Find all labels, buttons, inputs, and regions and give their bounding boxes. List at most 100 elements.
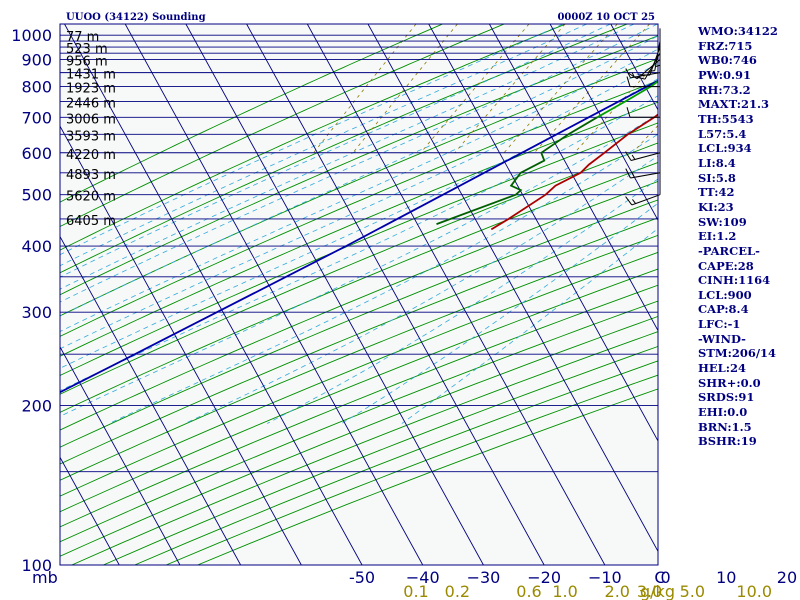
dry-adiabat-line bbox=[60, 24, 566, 251]
sounding-index-item: -WIND- bbox=[698, 331, 746, 346]
dry-adiabat-line bbox=[60, 80, 658, 337]
sounding-index-item: WB0:746 bbox=[698, 53, 757, 68]
dewpoint-trace-upper bbox=[436, 116, 598, 225]
isotherm-line bbox=[60, 345, 181, 565]
dry-adiabat-line bbox=[60, 58, 658, 317]
dry-adiabat-line bbox=[60, 268, 658, 513]
sounding-index-item: FRZ:715 bbox=[698, 38, 753, 53]
moist-adiabat-line bbox=[60, 24, 587, 267]
moist-adiabat-line bbox=[60, 24, 564, 256]
sounding-index-item: RH:73.2 bbox=[698, 82, 751, 97]
sounding-index-item: LI:8.4 bbox=[698, 155, 736, 170]
moist-adiabat-line bbox=[60, 95, 658, 392]
wind-barb bbox=[626, 107, 660, 118]
dry-adiabat-line bbox=[60, 122, 658, 377]
isotherm-line bbox=[124, 24, 424, 565]
temperature-tick-label: −40 bbox=[406, 568, 440, 587]
mixing-ratio-tick-label: 10.0 bbox=[736, 582, 772, 600]
wind-barb-flag bbox=[625, 196, 633, 206]
sounding-index-item: TH:5543 bbox=[698, 111, 754, 126]
sounding-index-item: SI:5.8 bbox=[698, 170, 736, 185]
chart-title: UUOO (34122) Sounding bbox=[66, 12, 206, 23]
sounding-index-item: CAPE:28 bbox=[698, 258, 754, 273]
height-label: 77 m bbox=[66, 30, 99, 45]
sounding-index-item: MAXT:21.3 bbox=[698, 97, 769, 112]
moist-adiabat-line bbox=[60, 62, 658, 350]
height-label: 2446 m bbox=[66, 96, 116, 111]
moist-adiabats bbox=[60, 24, 658, 424]
sounding-index-item: EHI:0.0 bbox=[698, 405, 748, 420]
dry-adiabat-line bbox=[60, 142, 658, 395]
isotherm-line bbox=[489, 24, 658, 332]
wind-barb-flag bbox=[626, 76, 631, 87]
wind-barb-staff bbox=[630, 152, 661, 162]
wind-barb bbox=[625, 168, 661, 179]
pressure-tick-label: 800 bbox=[21, 78, 52, 97]
dry-adiabat-line bbox=[60, 24, 505, 228]
dry-adiabat-line bbox=[60, 199, 658, 448]
height-label: 1923 m bbox=[66, 82, 116, 97]
mixing-ratio-tick-label: 3.0 bbox=[637, 582, 662, 600]
isotherm-line bbox=[60, 235, 242, 565]
wind-barb-half-flag bbox=[631, 72, 635, 78]
dry-adiabat-line bbox=[60, 300, 658, 543]
wind-barb-half-flag bbox=[631, 154, 636, 160]
wind-barb-flag bbox=[625, 68, 631, 79]
sounding-index-item: LCL:934 bbox=[698, 141, 752, 156]
dry-adiabat-line bbox=[60, 24, 443, 203]
isotherm-line bbox=[64, 24, 363, 565]
sounding-index-item: TT:42 bbox=[698, 185, 735, 200]
pressure-tick-label: 400 bbox=[21, 237, 52, 256]
wind-barb-flag bbox=[625, 151, 632, 161]
sounding-index-item: HEL:24 bbox=[698, 361, 746, 376]
isotherm-line bbox=[549, 24, 658, 222]
parcel-trace bbox=[60, 79, 658, 394]
sounding-index-item: SRDS:91 bbox=[698, 390, 755, 405]
dry-adiabat-line bbox=[60, 35, 658, 296]
moist-adiabat-line bbox=[60, 35, 658, 317]
sounding-index-item: CINH:1164 bbox=[698, 273, 771, 288]
sounding-index-item: STM:206/14 bbox=[698, 346, 777, 361]
isotherm-line bbox=[367, 24, 658, 553]
height-label: 4893 m bbox=[66, 168, 116, 183]
wind-barb-staff bbox=[654, 40, 661, 71]
temperature-tick-label: −30 bbox=[467, 568, 501, 587]
dry-adiabat-line bbox=[60, 180, 658, 431]
wind-barb-half-flag bbox=[649, 70, 655, 72]
moist-adiabat-line bbox=[60, 48, 658, 333]
mixing-ratio-tick-label: 0.1 bbox=[403, 582, 428, 600]
dry-adiabat-line bbox=[71, 331, 658, 565]
sounding-index-item: BRN:1.5 bbox=[698, 419, 752, 434]
height-label: 3593 m bbox=[66, 129, 116, 144]
sounding-index-item: EI:1.2 bbox=[698, 229, 737, 244]
height-label: 5620 m bbox=[66, 190, 116, 205]
height-label: 1431 m bbox=[66, 68, 116, 83]
wind-barb-staff bbox=[631, 194, 661, 206]
temperature-tick-label: -50 bbox=[349, 568, 375, 587]
sounding-index-item: LFC:-1 bbox=[698, 317, 741, 332]
isotherm-line bbox=[60, 456, 120, 565]
sounding-index-item: SHR+:0.0 bbox=[698, 375, 761, 390]
sounding-index-item: BSHR:19 bbox=[698, 434, 757, 449]
sounding-index-item: KI:23 bbox=[698, 199, 734, 214]
wind-barb-staff bbox=[630, 72, 661, 79]
temperature-tick-label: 0 bbox=[660, 568, 670, 587]
plot-frame bbox=[59, 23, 659, 566]
isotherm-line bbox=[428, 24, 658, 442]
pressure-tick-label: 200 bbox=[21, 397, 52, 416]
sounding-indices-panel: WMO:34122 FRZ:715 WB0:746 PW:0.91 RH:73.2 MAX… bbox=[698, 24, 798, 449]
sounding-index-item: WMO:34122 bbox=[698, 24, 778, 38]
plot-background bbox=[60, 24, 658, 565]
isotherm-line bbox=[60, 125, 302, 565]
pressure-tick-label: 500 bbox=[21, 186, 52, 205]
mixing-ratio-unit-label: g/kg bbox=[640, 582, 675, 600]
sounding-index-item: SW:109 bbox=[698, 214, 747, 229]
temperature-tick-label: −20 bbox=[527, 568, 561, 587]
sounding-index-item: CAP:8.4 bbox=[698, 302, 749, 317]
wind-barb bbox=[649, 40, 661, 72]
wind-barbs bbox=[625, 28, 661, 206]
dry-adiabat-line bbox=[103, 345, 658, 565]
wind-barb-half-flag bbox=[631, 172, 635, 178]
